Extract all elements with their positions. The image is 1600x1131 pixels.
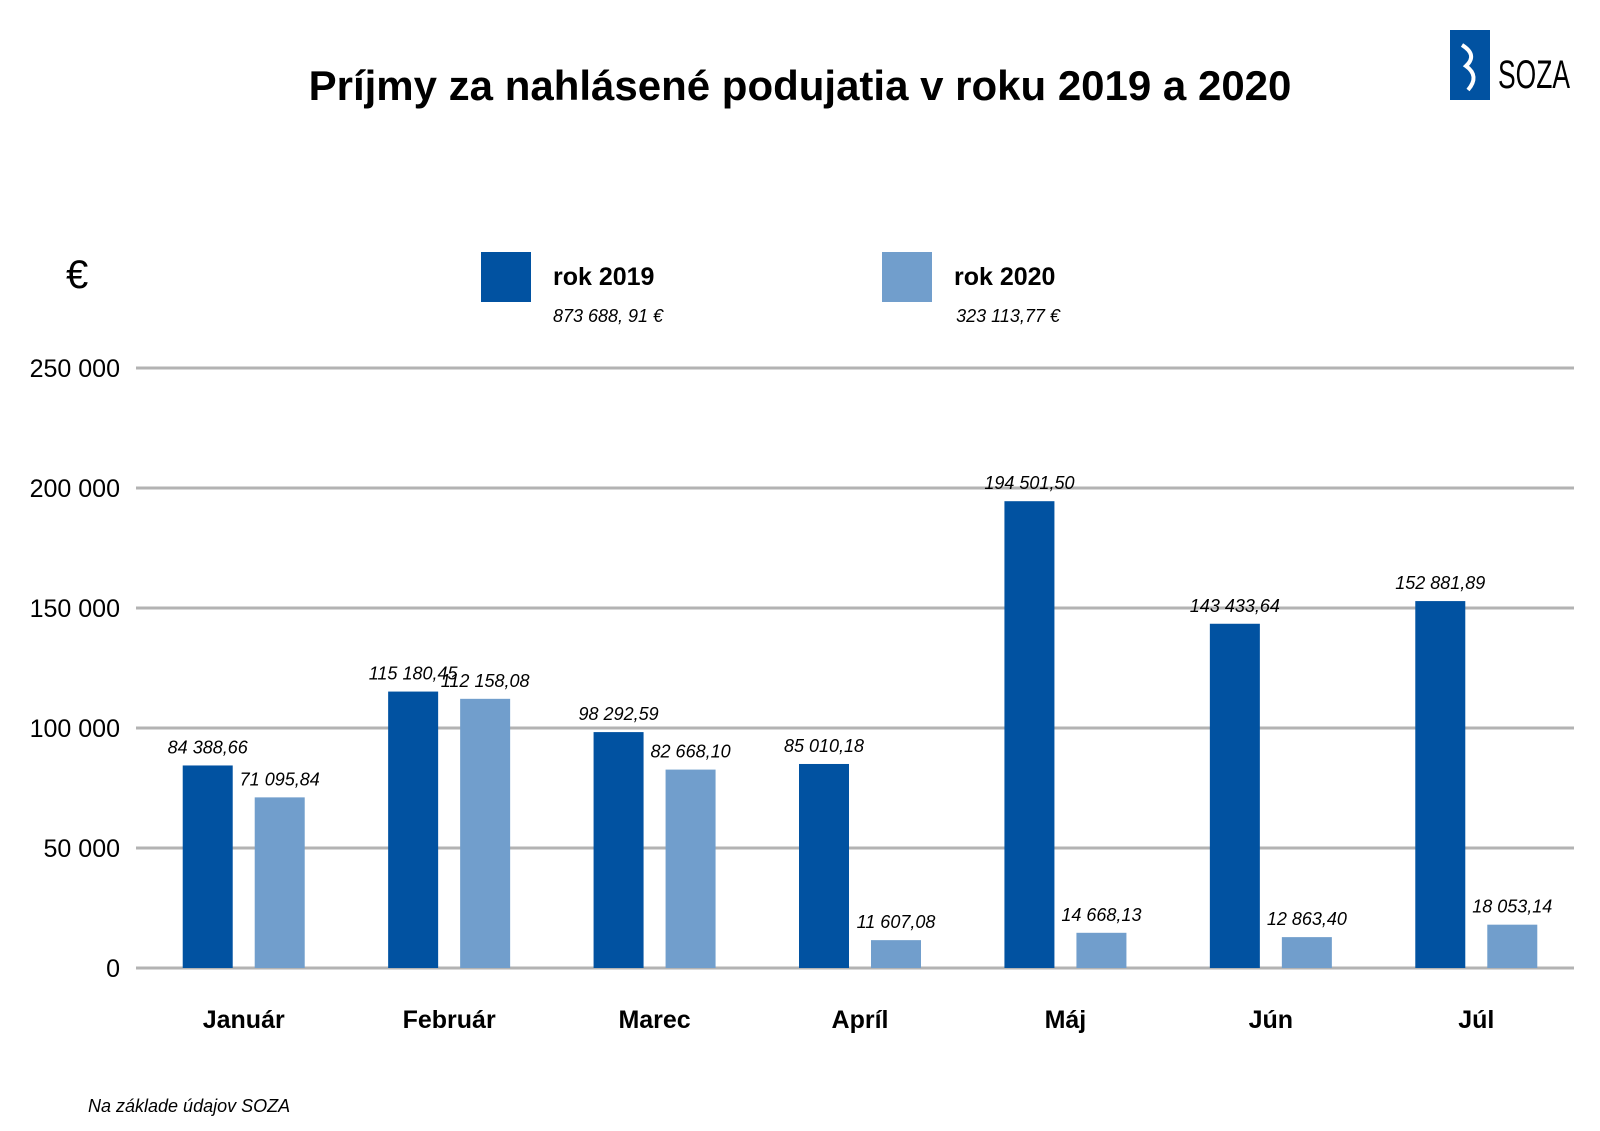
bar-rok-2020-6: [1487, 924, 1538, 968]
legend: rok 2019 873 688, 91 € rok 2020 323 113,…: [481, 252, 1061, 326]
legend-swatch-2019: [481, 252, 531, 302]
y-tick-label: 50 000: [44, 835, 120, 863]
soza-logo-glyph-icon: [1460, 43, 1476, 92]
chart-title: Príjmy za nahlásené podujatia v roku 201…: [309, 62, 1292, 109]
soza-logo-text: SOZA: [1498, 53, 1570, 97]
data-label: 18 053,14: [1472, 897, 1552, 917]
source-note: Na základe údajov SOZA: [88, 1096, 290, 1116]
legend-swatch-2020: [882, 252, 932, 302]
x-tick-label: Apríl: [832, 1006, 889, 1034]
x-tick-label: Máj: [1045, 1006, 1087, 1034]
data-label: 85 010,18: [784, 736, 864, 756]
x-tick-label: Marec: [618, 1006, 690, 1034]
y-tick-label: 0: [106, 955, 120, 983]
data-label: 194 501,50: [984, 473, 1074, 493]
legend-label-2020: rok 2020: [954, 263, 1055, 291]
x-tick-label: Február: [403, 1006, 496, 1034]
bars: [182, 501, 1538, 968]
data-label: 12 863,40: [1267, 909, 1347, 929]
bar-rok-2019-3: [799, 763, 849, 968]
bar-rok-2020-4: [1076, 932, 1127, 968]
bar-rok-2020-0: [254, 797, 305, 968]
data-label: 82 668,10: [651, 742, 731, 762]
x-tick-label: Júl: [1458, 1006, 1494, 1034]
bar-rok-2019-5: [1209, 623, 1260, 968]
legend-total-2019: 873 688, 91 €: [553, 306, 664, 326]
bar-rok-2020-3: [871, 940, 921, 968]
data-label: 152 881,89: [1395, 573, 1485, 593]
gridlines: [136, 366, 1574, 970]
bar-rok-2020-5: [1281, 937, 1332, 968]
data-label: 112 158,08: [441, 671, 530, 691]
soza-logo: SOZA: [1450, 30, 1570, 100]
data-label: 143 433,64: [1190, 596, 1280, 616]
y-tick-label: 150 000: [30, 595, 120, 623]
x-tick-label: Január: [203, 1006, 285, 1034]
bar-rok-2019-6: [1415, 601, 1466, 968]
data-label: 115 180,45: [369, 664, 459, 684]
bar-rok-2020-1: [460, 698, 511, 968]
x-tick-label: Jún: [1249, 1006, 1293, 1034]
bar-rok-2019-2: [593, 732, 644, 968]
bar-rok-2020-2: [665, 769, 716, 968]
legend-label-2019: rok 2019: [553, 263, 654, 291]
y-tick-label: 100 000: [30, 715, 120, 743]
data-label: 14 668,13: [1061, 905, 1141, 925]
legend-total-2020: 323 113,77 €: [956, 306, 1061, 326]
y-unit-label: €: [66, 253, 88, 297]
bar-rok-2019-1: [388, 691, 439, 968]
bar-rok-2019-0: [182, 765, 233, 968]
data-label: 71 095,84: [240, 769, 320, 789]
y-axis-ticks: 0 50 000 100 000 150 000 200 000 250 000: [30, 355, 120, 983]
bar-rok-2019-4: [1004, 501, 1055, 968]
data-label: 84 388,66: [168, 737, 249, 757]
y-tick-label: 200 000: [30, 475, 120, 503]
y-tick-label: 250 000: [30, 355, 120, 383]
data-label: 98 292,59: [579, 704, 659, 724]
data-label: 11 607,08: [857, 912, 936, 932]
x-axis-ticks: Január Február Marec Apríl Máj Jún Júl: [203, 1006, 1495, 1034]
